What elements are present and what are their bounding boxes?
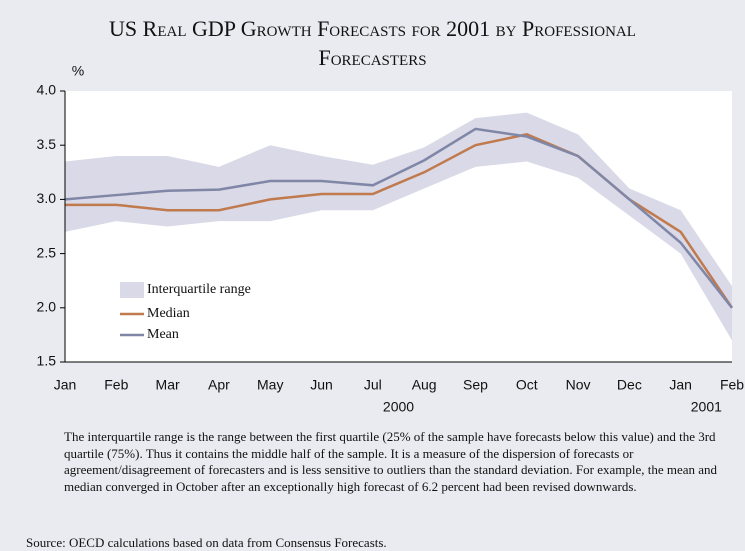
- x-tick-label: Dec: [617, 377, 642, 393]
- legend-label: Interquartile range: [147, 282, 251, 297]
- y-tick-label: 1.5: [37, 353, 57, 369]
- x-tick-label: Aug: [412, 377, 437, 393]
- x-group-label: 2000: [383, 399, 414, 415]
- legend-label: Mean: [147, 327, 179, 342]
- plot-area: [65, 91, 732, 362]
- y-tick-label: 2.0: [37, 299, 57, 315]
- series-line: [64, 127, 733, 309]
- legend-label: Median: [147, 306, 190, 321]
- source: Source: OECD calculations based on data …: [26, 535, 387, 550]
- iqr-band: [65, 112, 732, 341]
- x-tick-label: Sep: [463, 377, 488, 393]
- y-tick-label: 2.5: [37, 244, 57, 260]
- x-group-label: 2001: [691, 399, 722, 415]
- x-tick-label: Jul: [364, 377, 382, 393]
- y-tick-label: 3.5: [37, 136, 57, 152]
- x-tick-label: Apr: [208, 377, 230, 393]
- legend-swatch: [120, 282, 144, 298]
- x-tick-label: May: [257, 377, 283, 393]
- chart: % 1.5 2.0 2.5 3.0 3.5 4.0 Jan Feb Mar Apr May Jun Ju…: [37, 63, 745, 415]
- x-tick-label: Nov: [566, 377, 591, 393]
- y-tick-label: 3.0: [37, 190, 57, 206]
- x-tick-label: Oct: [516, 377, 538, 393]
- y-tick-label: 4.0: [37, 82, 57, 98]
- x-tick-label: Feb: [104, 377, 128, 393]
- x-tick-label: Jun: [310, 377, 333, 393]
- x-tick-label: Mar: [156, 377, 180, 393]
- y-axis-label: %: [72, 63, 84, 79]
- x-tick-label: Jan: [54, 377, 77, 393]
- chart-title: US Real GDP Growth Forecasts for 2001 by…: [109, 16, 636, 70]
- x-tick-label: Jan: [669, 377, 692, 393]
- note: The interquartile range is the range bet…: [64, 429, 718, 494]
- x-tick-label: Feb: [720, 377, 744, 393]
